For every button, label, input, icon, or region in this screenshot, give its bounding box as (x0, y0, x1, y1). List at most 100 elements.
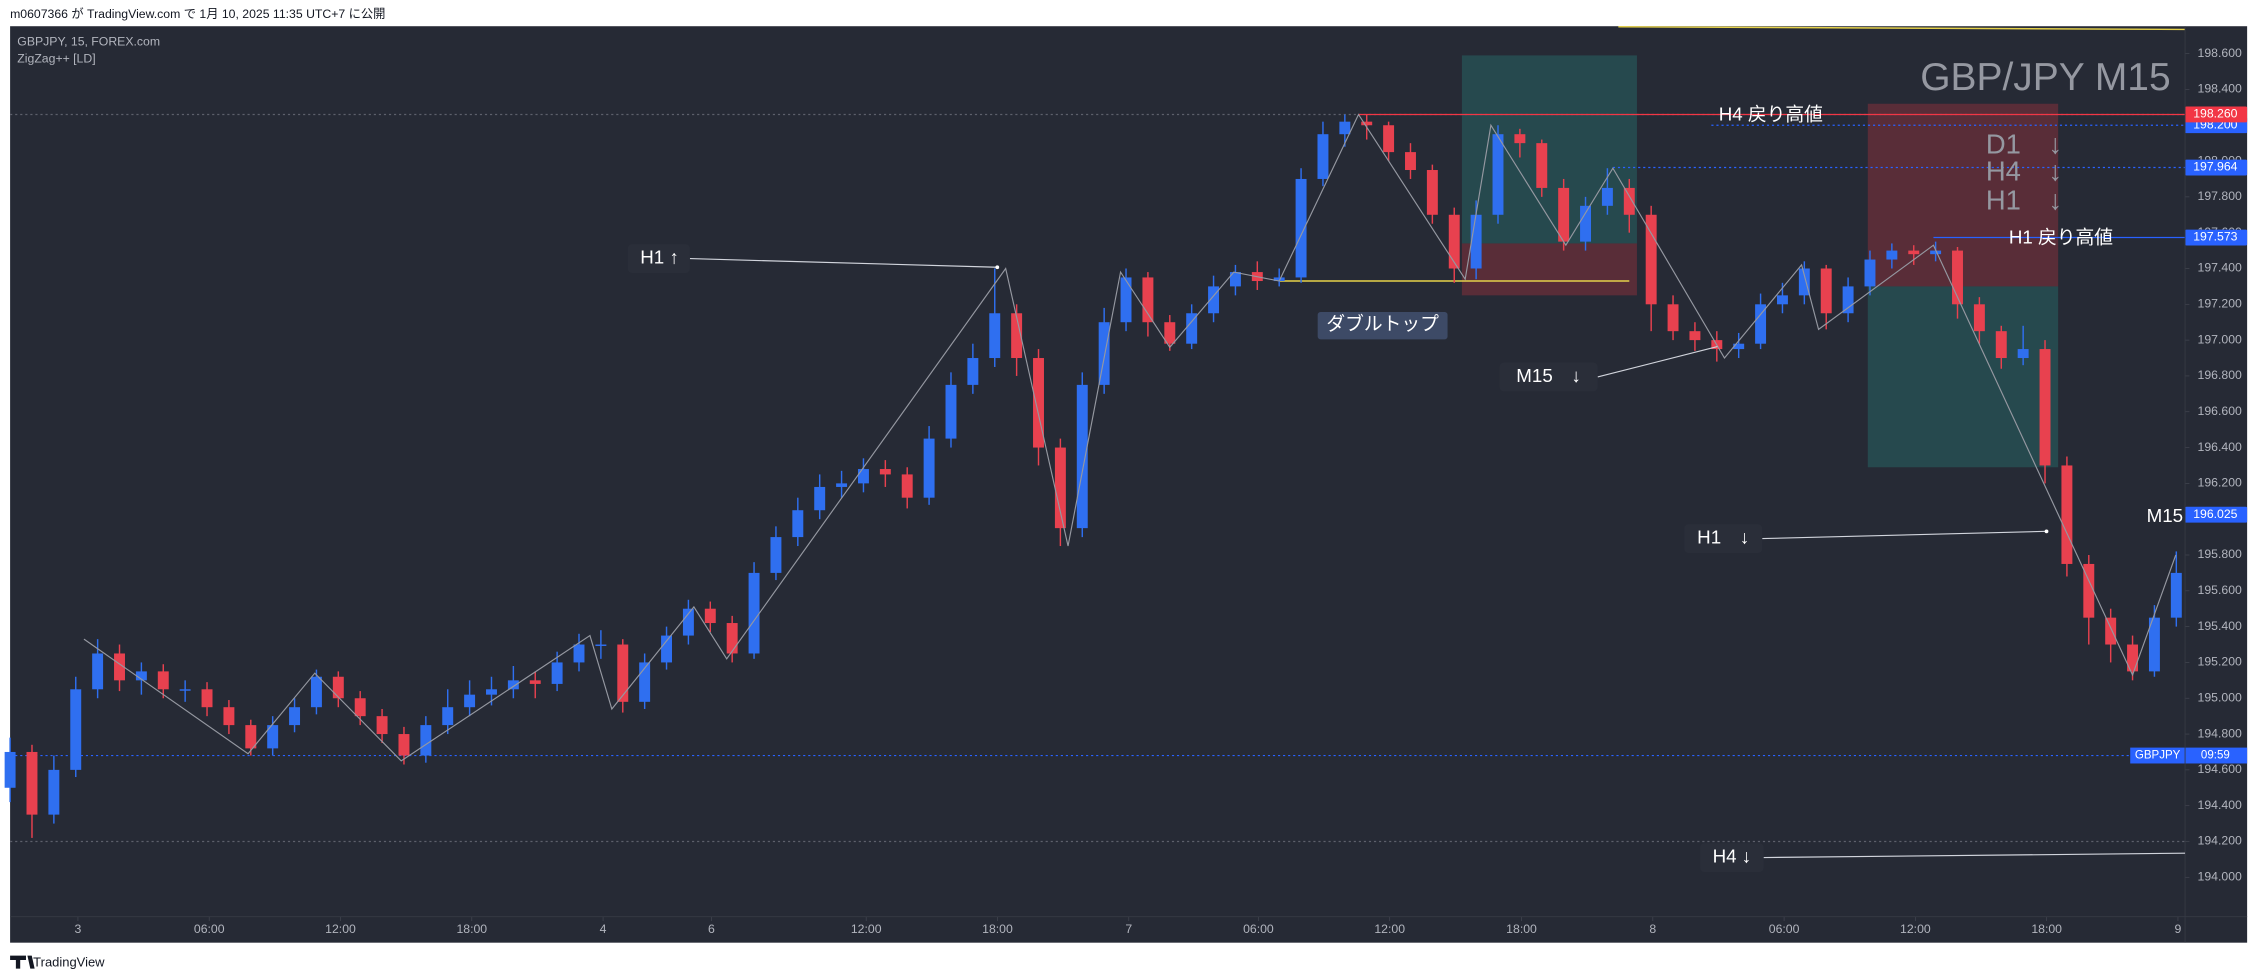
candle-body (70, 689, 82, 770)
candle-body (551, 662, 563, 684)
anchor-dot (995, 265, 1000, 270)
candle-body (1645, 214, 1657, 305)
chart-bg (10, 26, 2248, 943)
candle-body (486, 689, 497, 695)
brand: TradingView (33, 954, 105, 969)
candle-body (92, 653, 104, 690)
y-tick-label: 195.600 (2198, 583, 2242, 597)
x-tick-label: 8 (1649, 922, 1656, 936)
candle-body (1514, 134, 1526, 144)
x-tick-label: 12:00 (325, 922, 356, 936)
x-tick-label: 06:00 (194, 922, 225, 936)
candle-body (1076, 384, 1088, 529)
x-tick-label: 18:00 (1506, 922, 1537, 936)
note-box (627, 244, 690, 274)
candle-body (661, 635, 673, 663)
candle-body (1820, 268, 1832, 314)
indicator: ZigZag++ [LD] (17, 52, 95, 66)
candle-body (1864, 259, 1876, 287)
m15-down-note: M15 ↓ (1516, 365, 1581, 386)
position-lower (1461, 243, 1637, 296)
y-tick-label: 197.200 (2198, 297, 2242, 311)
candle-body (1339, 121, 1351, 135)
y-tick-label: 197.000 (2198, 332, 2242, 346)
h4-trend: H4 ↓ (1986, 156, 2062, 187)
zigzag (83, 113, 2177, 762)
x-tick-label: 06:00 (1769, 922, 1800, 936)
candle-body (1973, 304, 1985, 332)
candle-body (1011, 313, 1023, 359)
candle-body (682, 608, 694, 636)
y-tick-label: 198.400 (2198, 82, 2242, 96)
candle-body (135, 671, 147, 681)
price-tag-time: 09:59 (2201, 750, 2230, 762)
x-tick-label: 06:00 (1243, 922, 1274, 936)
candle-body (2017, 349, 2029, 359)
price-tag (2185, 106, 2248, 123)
d1-trend: D1 ↓ (1986, 128, 2062, 159)
candle-body (223, 707, 235, 726)
candle-body (1098, 322, 1110, 385)
candle-body (1995, 331, 2007, 359)
candle-body (748, 572, 760, 654)
candle-body (901, 474, 913, 498)
m15-label: M15 (2147, 505, 2183, 526)
y-tick-label: 195.000 (2198, 690, 2242, 704)
candle-body (1142, 277, 1154, 323)
arrow-line (1763, 852, 2186, 859)
candle-body (464, 694, 476, 708)
candle-body (2039, 349, 2051, 466)
h1-down-note: H1 ↓ (1697, 527, 1749, 548)
candle-body (1689, 331, 1701, 341)
y-tick-label: 194.000 (2198, 870, 2242, 884)
candle-body (814, 486, 826, 511)
y-tick-label: 194.400 (2198, 798, 2242, 812)
x-tick-label: 12:00 (1374, 922, 1405, 936)
price-tag-label: 198.260 (2193, 107, 2237, 121)
price-tag (2185, 159, 2248, 176)
y-tick-label: 197.800 (2198, 189, 2242, 203)
candle-body (1558, 187, 1570, 242)
candle-body (1317, 134, 1329, 179)
arrow-line (1597, 346, 1718, 378)
candle-body (2061, 465, 2073, 564)
arrow-line (689, 258, 998, 268)
y-tick-label: 194.800 (2198, 726, 2242, 740)
h1-trend: H1 ↓ (1986, 185, 2062, 216)
candle-body (770, 537, 782, 573)
double-top-note: ダブルトップ (1326, 312, 1439, 334)
candle-body (1033, 358, 1044, 448)
x-tick-label: 18:00 (2031, 922, 2062, 936)
candle-body (617, 644, 629, 702)
candle-body (4, 751, 16, 788)
candle-body (354, 698, 366, 717)
x-tick-label: 18:00 (982, 922, 1013, 936)
candle-body (26, 751, 38, 815)
publish-header: m0607366 が TradingView.com で 1月 10, 2025… (10, 6, 385, 21)
x-tick-label: 9 (2175, 922, 2182, 936)
candle-body (1492, 134, 1504, 215)
h1-up-note: H1 ↑ (640, 247, 679, 268)
note-box (1499, 362, 1598, 392)
candle-body (836, 483, 848, 487)
price-tag-label: 196.025 (2193, 507, 2237, 521)
y-tick-label: 196.200 (2198, 476, 2242, 490)
candle-body (1361, 121, 1373, 126)
x-tick-label: 4 (600, 922, 607, 936)
candle-body (595, 644, 607, 646)
y-tick-label: 195.400 (2198, 619, 2242, 633)
candle-body (201, 689, 213, 708)
candle-body (1186, 313, 1198, 344)
candle-body (1755, 304, 1767, 344)
note-box (1317, 311, 1448, 340)
x-tick-label: 6 (708, 922, 715, 936)
candle-body (1667, 304, 1679, 332)
candle-body (704, 608, 716, 624)
position-upper (1461, 55, 1637, 244)
candle-body (529, 680, 541, 684)
symbol-info: GBPJPY, 15, FOREX.com (17, 34, 160, 48)
candle-body (1733, 343, 1745, 350)
candle-body (1229, 272, 1241, 287)
